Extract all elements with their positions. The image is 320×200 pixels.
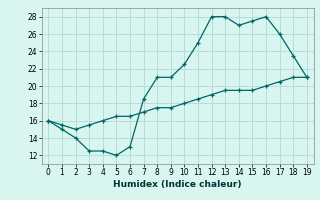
X-axis label: Humidex (Indice chaleur): Humidex (Indice chaleur): [113, 180, 242, 189]
